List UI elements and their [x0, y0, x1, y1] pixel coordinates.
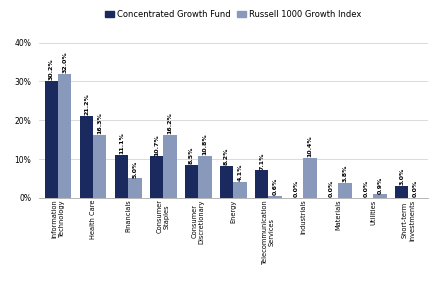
Bar [93, 135, 106, 198]
Text: 21.2%: 21.2% [84, 93, 89, 115]
Text: 3.8%: 3.8% [343, 165, 347, 182]
Bar [338, 183, 352, 198]
Text: 8.5%: 8.5% [189, 147, 194, 164]
Bar [395, 186, 408, 198]
Text: 8.2%: 8.2% [224, 148, 229, 165]
Text: 16.3%: 16.3% [97, 112, 102, 134]
Bar [373, 194, 387, 198]
Text: 32.0%: 32.0% [62, 51, 67, 73]
Bar [220, 166, 233, 198]
Bar [80, 116, 93, 198]
Text: 10.7%: 10.7% [154, 134, 159, 156]
Text: 0.0%: 0.0% [413, 180, 418, 197]
Text: 10.8%: 10.8% [203, 134, 207, 155]
Text: 3.0%: 3.0% [399, 168, 404, 185]
Bar [303, 157, 317, 198]
Text: 0.0%: 0.0% [364, 180, 369, 197]
Text: 0.9%: 0.9% [378, 176, 383, 194]
Bar [45, 81, 58, 198]
Text: 0.6%: 0.6% [273, 178, 277, 195]
Bar [233, 182, 247, 198]
Text: 30.2%: 30.2% [49, 58, 54, 80]
Text: 10.4%: 10.4% [308, 135, 312, 157]
Text: 7.1%: 7.1% [259, 152, 264, 170]
Bar [255, 170, 268, 198]
Bar [163, 135, 177, 198]
Text: 5.0%: 5.0% [132, 160, 137, 178]
Bar [268, 196, 282, 198]
Bar [58, 74, 71, 198]
Text: 0.0%: 0.0% [294, 180, 299, 197]
Text: 16.2%: 16.2% [167, 112, 172, 134]
Bar [198, 156, 212, 198]
Bar [128, 178, 142, 198]
Text: 11.1%: 11.1% [119, 132, 124, 154]
Legend: Concentrated Growth Fund, Russell 1000 Growth Index: Concentrated Growth Fund, Russell 1000 G… [105, 10, 361, 19]
Bar [115, 155, 128, 198]
Bar [150, 156, 163, 198]
Text: 0.0%: 0.0% [329, 180, 334, 197]
Text: 4.1%: 4.1% [238, 164, 242, 181]
Bar [185, 165, 198, 198]
